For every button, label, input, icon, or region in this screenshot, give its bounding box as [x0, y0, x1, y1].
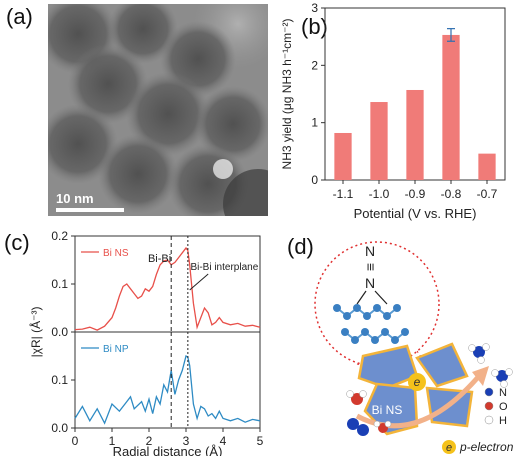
bi-lattice-atom	[373, 304, 381, 312]
chart-c-legend-label: Bi NS	[103, 248, 129, 259]
chart-c-xtick-label: 5	[257, 434, 264, 448]
chart-b-ytick-label: 2	[311, 58, 318, 72]
bi-sheet-1	[357, 344, 419, 390]
electron-center-label: e	[414, 375, 421, 389]
chart-c-series-line	[74, 355, 261, 425]
chart-b-xtick-label: -0.8	[441, 187, 462, 201]
chart-c-ytick-label: 0.2	[51, 229, 68, 243]
chart-b-ylabel: NH3 yield (μg NH3 h⁻¹cm⁻²)	[280, 19, 294, 170]
water-molecule-left	[346, 390, 367, 405]
panel-label-d: (d)	[287, 234, 314, 259]
triple-bond: ≡	[363, 263, 379, 271]
scale-bar-label: 10 nm	[56, 191, 94, 206]
chart-c-annotation-arrow	[189, 273, 209, 291]
chart-b-bar	[406, 89, 424, 180]
chart-c-xtick-label: 2	[146, 434, 153, 448]
nh3-molecule-2	[491, 368, 513, 388]
chart-c-xtick-label: 0	[72, 434, 79, 448]
panel-label-b: (b)	[301, 14, 328, 39]
chart-b-ytick-label: 3	[311, 1, 318, 15]
bi-ns-label: Bi NS	[372, 403, 403, 417]
chart-b-xtick-label: -0.9	[405, 187, 426, 201]
chart-c-ytick-label: 0.1	[51, 277, 68, 291]
panel-label-a: (a)	[6, 4, 33, 29]
atom-legend-label: H	[499, 415, 507, 427]
chart-b-xtick-label: -1.0	[369, 187, 390, 201]
chart-b-bar	[478, 153, 496, 180]
p-electron-key-symbol: e	[446, 442, 452, 454]
zoom-circle	[314, 241, 440, 367]
chart-c-ytick-label: 0.0	[51, 325, 68, 339]
chart-c-ytick-label: 0.0	[51, 421, 68, 435]
n-bi-bond-right	[374, 290, 388, 305]
water-molecule-left-2	[373, 420, 392, 433]
chart-c-xtick-label: 3	[183, 434, 190, 448]
chart-b-xtick-label: -1.1	[333, 187, 354, 201]
electron-center	[408, 373, 426, 391]
chart-b-bar	[370, 102, 388, 180]
n2-top-atom: N	[365, 243, 375, 259]
bi-lattice-atom	[343, 312, 351, 320]
tem-texture	[48, 4, 268, 216]
schematic-d: (d) N ≡ N Bi NS e	[287, 234, 514, 454]
bi-lattice-atom	[393, 304, 401, 312]
atom-legend-dot	[484, 415, 494, 425]
chart-c-annotation-bibi: Bi-Bi	[148, 253, 171, 265]
chart-c-legend-label: Bi NP	[103, 344, 129, 355]
n-bi-bond-left	[356, 290, 367, 305]
bi-lattice-atom	[353, 304, 361, 312]
chart-b-ytick-label: 1	[311, 116, 318, 130]
p-electron-key-icon	[442, 440, 456, 454]
atom-legend-dot	[484, 401, 494, 411]
chart-b-xtick-label: -0.7	[477, 187, 498, 201]
chart-c-xlabel: Radial distance (Å)	[113, 444, 223, 456]
chart-c-annotation-interplane: Bi-Bi interplane	[190, 262, 258, 273]
chart-c-ylabel: |χR| (Å⁻³)	[28, 307, 43, 358]
panel-label-c: (c)	[4, 230, 30, 255]
chart-c: 0.0 0.1 0.2 Bi NS 0.0 0.1 Bi NP Bi-Bi Bi-Bi inte…	[28, 229, 264, 456]
atom-legend-label: N	[499, 387, 507, 399]
chart-b-ytick-label: 0	[311, 173, 318, 187]
bi-lattice-atom	[381, 328, 389, 336]
bi-lattice-atom	[333, 304, 341, 312]
p-electron-key-label: p-electron	[459, 440, 514, 454]
bi-sheet-2	[415, 342, 469, 388]
n2-molecule-left	[347, 418, 369, 436]
bi-lattice	[333, 304, 409, 344]
bi-lattice-atom	[361, 328, 369, 336]
atom-legend-dot	[484, 387, 494, 397]
chart-b-bar	[442, 34, 460, 180]
bi-lattice-atom	[391, 336, 399, 344]
chart-c-ytick-label: 0.1	[51, 373, 68, 387]
bi-lattice-atom	[351, 336, 359, 344]
scale-bar	[56, 208, 124, 212]
reaction-arrowhead	[472, 366, 489, 386]
bi-lattice-atom	[383, 312, 391, 320]
bi-lattice-atom	[341, 328, 349, 336]
chart-c-series-line	[74, 246, 261, 331]
chart-b: (b) 0 1 2 3 -1.1 -1.0 -0.9 -0.8 -0.7 Potential (…	[280, 1, 506, 221]
atom-legend: NOH	[484, 387, 508, 427]
bi-lattice-atom	[371, 336, 379, 344]
atom-legend-label: O	[499, 401, 508, 413]
n2-bottom-atom: N	[365, 275, 375, 291]
chart-c-xtick-label: 4	[220, 434, 227, 448]
chart-c-xtick-label: 1	[109, 434, 116, 448]
bi-lattice-atom	[401, 328, 409, 336]
chart-b-xlabel: Potential (V vs. RHE)	[354, 206, 477, 221]
tem-image: 10 nm	[48, 4, 268, 216]
bi-lattice-atom	[363, 312, 371, 320]
nh3-molecule-1	[468, 343, 490, 364]
chart-b-bar	[334, 132, 352, 180]
reaction-arrow	[355, 374, 481, 429]
